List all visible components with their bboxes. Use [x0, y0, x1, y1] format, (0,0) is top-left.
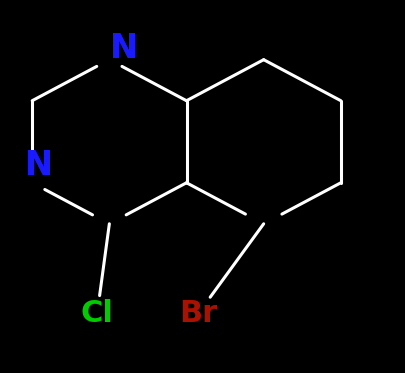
Text: N: N: [24, 150, 53, 182]
Text: N: N: [109, 32, 138, 65]
Text: N: N: [24, 150, 53, 182]
Text: N: N: [109, 32, 138, 65]
Text: Br: Br: [179, 299, 217, 328]
Text: Cl: Cl: [81, 299, 114, 328]
